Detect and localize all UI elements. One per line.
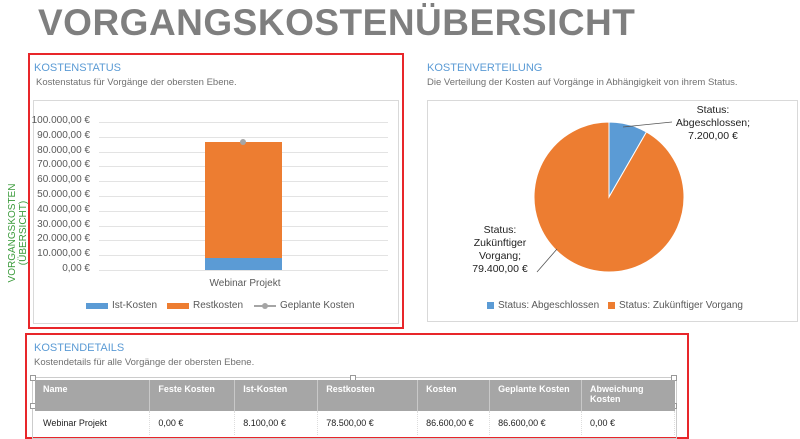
cell[interactable]: 0,00 € — [149, 411, 236, 435]
legend-label: Status: Zukünftiger Vorgang — [619, 300, 743, 311]
kostenstatus-title: KOSTENSTATUS — [34, 62, 121, 74]
y-tick-label: 40.000,00 € — [37, 203, 90, 215]
page-title: VORGANGSKOSTENÜBERSICHT — [38, 2, 636, 43]
kostendetails-subtitle: Kostendetails für alle Vorgänge der ober… — [34, 357, 255, 368]
cell[interactable]: 86.600,00 € — [417, 411, 491, 435]
pie-chart — [533, 121, 685, 273]
label-line: Zukünftiger — [473, 237, 527, 249]
y-tick-label: 30.000,00 € — [37, 218, 90, 230]
y-tick-label: 20.000,00 € — [37, 233, 90, 245]
label-line: Status: — [696, 104, 730, 116]
col-header: Kosten — [417, 380, 491, 411]
kostenstatus-chart[interactable] — [33, 100, 399, 324]
y-tick-label: 0,00 € — [62, 263, 90, 274]
pie-label-abgeschlossen: Status: Abgeschlossen; 7.200,00 € — [668, 104, 758, 143]
legend-swatch — [167, 302, 189, 309]
table-header-row: Name Feste Kosten Ist-Kosten Restkosten … — [35, 380, 675, 411]
kostendetails-table: Name Feste Kosten Ist-Kosten Restkosten … — [35, 380, 675, 435]
y-tick-label: 80.000,00 € — [37, 144, 90, 156]
y-tick-label: 60.000,00 € — [37, 174, 90, 186]
legend-abgeschlossen: Status: Abgeschlossen — [487, 300, 599, 311]
cell[interactable]: 0,00 € — [581, 411, 675, 435]
legend-line-marker — [254, 302, 276, 309]
legend-ist-kosten: Ist-Kosten — [86, 300, 157, 311]
label-line: 7.200,00 € — [688, 130, 738, 142]
col-header: Geplante Kosten — [489, 380, 583, 411]
legend-label: Status: Abgeschlossen — [498, 300, 600, 311]
cell[interactable]: 8.100,00 € — [234, 411, 319, 435]
legend-restkosten: Restkosten — [167, 300, 243, 311]
label-line: Vorgang; — [478, 250, 522, 262]
kostenverteilung-subtitle: Die Verteilung der Kosten auf Vorgänge i… — [427, 77, 738, 88]
kostenstatus-subtitle: Kostenstatus für Vorgänge der obersten E… — [36, 77, 237, 88]
leader-line — [536, 248, 558, 273]
geplante-kosten-marker[interactable] — [240, 138, 246, 145]
label-line: Abgeschlossen; — [675, 117, 751, 129]
cell[interactable]: 78.500,00 € — [317, 411, 419, 435]
label-line: 79.400,00 € — [472, 263, 528, 275]
x-tick-label: Webinar Projekt — [209, 278, 281, 289]
col-header: Ist-Kosten — [234, 380, 319, 411]
legend-zukuenftig: Status: Zukünftiger Vorgang — [608, 300, 743, 311]
label-line: Status: — [483, 224, 517, 236]
pie-label-zukuenftig: Status: Zukünftiger Vorgang; 79.400,00 € — [460, 224, 540, 276]
leader-line — [622, 121, 673, 128]
y-tick-label: 50.000,00 € — [37, 189, 90, 200]
gridline — [99, 270, 388, 271]
y-tick-label: 10.000,00 € — [37, 248, 90, 260]
kostenverteilung-chart[interactable] — [427, 100, 798, 322]
y-tick-label: 90.000,00 € — [37, 129, 90, 141]
col-header: Feste Kosten — [149, 380, 236, 411]
gridline — [99, 136, 388, 138]
legend-swatch — [86, 302, 108, 309]
legend-label: Ist-Kosten — [112, 300, 158, 311]
legend-label: Geplante Kosten — [280, 300, 355, 311]
col-header: Restkosten — [317, 380, 419, 411]
legend-swatch — [487, 302, 494, 309]
legend-swatch — [608, 302, 615, 309]
y-tick-label: 70.000,00 € — [37, 159, 90, 171]
resize-handle[interactable] — [30, 375, 36, 381]
table-row[interactable]: Webinar Projekt 0,00 € 8.100,00 € 78.500… — [35, 411, 675, 435]
y-tick-label: 100.000,00 € — [31, 115, 90, 126]
gridline — [99, 122, 388, 123]
bar-ist-kosten[interactable] — [205, 258, 282, 270]
col-header: Abweichung Kosten — [581, 380, 675, 411]
legend-label: Restkosten — [193, 300, 244, 311]
cell[interactable]: 86.600,00 € — [489, 411, 583, 435]
bar-restkosten[interactable] — [205, 141, 282, 258]
col-header: Name — [35, 380, 151, 411]
cell[interactable]: Webinar Projekt — [35, 411, 151, 435]
kostenverteilung-title: KOSTENVERTEILUNG — [427, 62, 543, 74]
legend-geplante-kosten: Geplante Kosten — [254, 300, 355, 311]
kostenstatus-selection[interactable] — [28, 53, 404, 329]
pie-slice[interactable] — [533, 121, 685, 273]
kostendetails-title: KOSTENDETAILS — [34, 342, 125, 354]
